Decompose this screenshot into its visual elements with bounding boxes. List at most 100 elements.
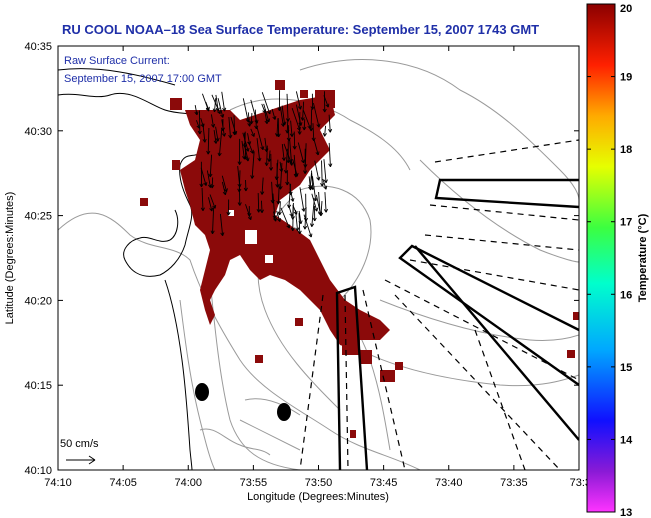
current-vector-head — [266, 162, 269, 166]
current-vector-head — [325, 208, 329, 213]
current-vector-head — [245, 119, 249, 123]
scale-label: 50 cm/s — [60, 438, 99, 450]
current-vector-head — [310, 106, 313, 110]
current-vector — [210, 114, 214, 128]
current-vector-head — [220, 114, 224, 118]
current-vector — [247, 112, 251, 127]
current-vector-head — [256, 119, 259, 124]
current-vector — [289, 138, 293, 166]
current-vector-head — [330, 163, 333, 167]
current-vector — [194, 105, 198, 115]
current-vector-head — [279, 168, 283, 172]
current-vector — [295, 209, 299, 231]
x-tick-label: 73:35 — [500, 477, 528, 489]
current-vector-head — [311, 137, 315, 142]
current-vector-head — [250, 120, 254, 125]
current-vector-head — [211, 124, 214, 128]
current-vector-head — [286, 159, 289, 163]
current-vector-head — [279, 211, 282, 216]
current-vector-head — [211, 184, 215, 189]
colorbar-tick-label: 16 — [620, 289, 632, 301]
current-vector-head — [311, 223, 315, 227]
colorbar-tick-label: 20 — [620, 3, 632, 15]
current-vector-head — [228, 211, 231, 216]
current-vector-head — [217, 107, 220, 112]
current-vector-head — [264, 148, 268, 153]
current-vector-head — [308, 184, 311, 189]
current-vector-head — [325, 185, 328, 190]
current-vector-head — [284, 121, 287, 126]
current-vector — [312, 123, 315, 141]
current-vector-head — [283, 169, 287, 174]
current-vector-head — [277, 107, 280, 111]
current-vector-head — [280, 123, 284, 127]
current-vector-head — [314, 208, 318, 212]
current-vector — [276, 210, 281, 222]
current-vector-head — [295, 173, 298, 178]
current-vector — [261, 103, 266, 114]
current-vector-head — [237, 202, 241, 206]
current-vector-head — [286, 181, 290, 186]
y-tick-label: 40:20 — [24, 295, 52, 307]
current-vector — [256, 138, 261, 162]
current-vector — [221, 91, 226, 112]
current-vector — [206, 170, 211, 188]
current-vector — [266, 145, 268, 166]
current-vector-head — [242, 156, 245, 160]
x-tick-label: 73:45 — [370, 477, 398, 489]
current-vector-head — [308, 186, 311, 191]
current-vector-head — [300, 105, 302, 110]
current-vector — [271, 108, 276, 120]
current-vector-head — [297, 131, 301, 135]
current-vector-head — [296, 172, 299, 177]
current-vector — [208, 197, 213, 212]
current-vector-head — [213, 140, 217, 144]
current-vector-head — [295, 227, 298, 232]
current-vector — [311, 193, 318, 212]
current-vector-head — [287, 159, 291, 163]
current-vector — [273, 211, 277, 222]
current-vector-head — [297, 227, 300, 231]
current-vector-head — [249, 141, 252, 145]
current-vector-head — [199, 183, 202, 188]
current-vector — [217, 98, 224, 118]
current-vector-head — [268, 158, 272, 162]
current-vector-head — [303, 217, 307, 222]
current-vector-head — [312, 106, 315, 110]
current-vector-head — [312, 217, 316, 222]
current-vector-head — [301, 208, 305, 212]
current-vector-head — [280, 186, 283, 190]
current-vector-head — [239, 183, 242, 188]
current-vector-head — [250, 216, 252, 220]
current-vector-head — [212, 205, 216, 209]
current-vector — [287, 125, 290, 141]
x-axis-ticks: 74:10 74:05 74:00 73:55 73:50 73:45 73:40 73:35… — [44, 46, 591, 489]
current-vector — [281, 144, 285, 161]
current-vector-head — [274, 115, 277, 120]
current-vector — [295, 104, 302, 126]
y-tick-label: 40:30 — [24, 126, 52, 138]
current-vector-head — [233, 131, 237, 135]
current-vector-head — [310, 233, 313, 238]
colorbar — [586, 3, 616, 513]
current-vector-head — [303, 170, 306, 174]
current-vector-head — [262, 110, 266, 114]
current-vector — [297, 142, 305, 164]
current-vector-head — [222, 113, 225, 118]
current-vector-head — [304, 225, 308, 230]
map-plot-area — [58, 46, 579, 470]
current-vector-head — [204, 138, 207, 143]
current-vector — [214, 98, 217, 112]
map-title: RU COOL NOAA–18 Sea Surface Temperature:… — [62, 22, 539, 37]
current-vector-head — [323, 186, 327, 190]
current-vector-head — [273, 218, 277, 222]
current-vector-head — [270, 167, 274, 171]
current-vector-head — [286, 225, 290, 229]
current-vector-head — [324, 133, 327, 137]
current-vector — [221, 119, 225, 137]
current-vector — [277, 183, 280, 205]
current-vector-head — [205, 182, 208, 186]
current-vector-head — [291, 133, 294, 137]
current-vector — [323, 95, 329, 108]
current-vector-head — [318, 176, 321, 181]
